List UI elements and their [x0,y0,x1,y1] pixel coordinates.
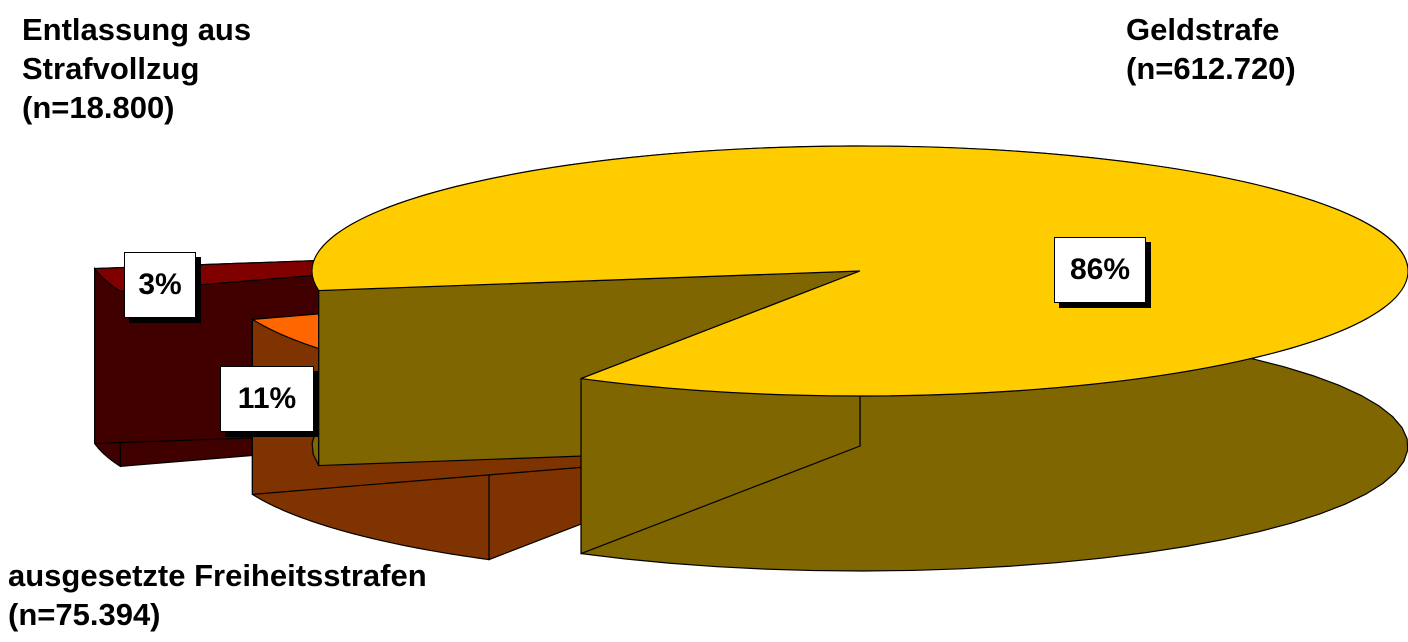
label-entlassung: Entlassung aus Strafvollzug (n=18.800) [22,10,422,127]
label-geldstrafe-count: (n=612.720) [1126,49,1386,88]
data-label-entlassung: 3% [124,252,196,318]
label-geldstrafe-name: Geldstrafe [1126,10,1386,49]
label-freiheitsstrafen-count: (n=75.394) [8,595,608,634]
data-label-freiheitsstrafen: 11% [220,366,314,432]
label-freiheitsstrafen: ausgesetzte Freiheitsstrafen (n=75.394) [8,556,608,634]
label-entlassung-count: (n=18.800) [22,88,422,127]
label-freiheitsstrafen-name: ausgesetzte Freiheitsstrafen [8,556,608,595]
label-geldstrafe: Geldstrafe (n=612.720) [1126,10,1386,88]
label-entlassung-name: Entlassung aus Strafvollzug [22,10,322,88]
data-label-geldstrafe: 86% [1054,237,1146,303]
